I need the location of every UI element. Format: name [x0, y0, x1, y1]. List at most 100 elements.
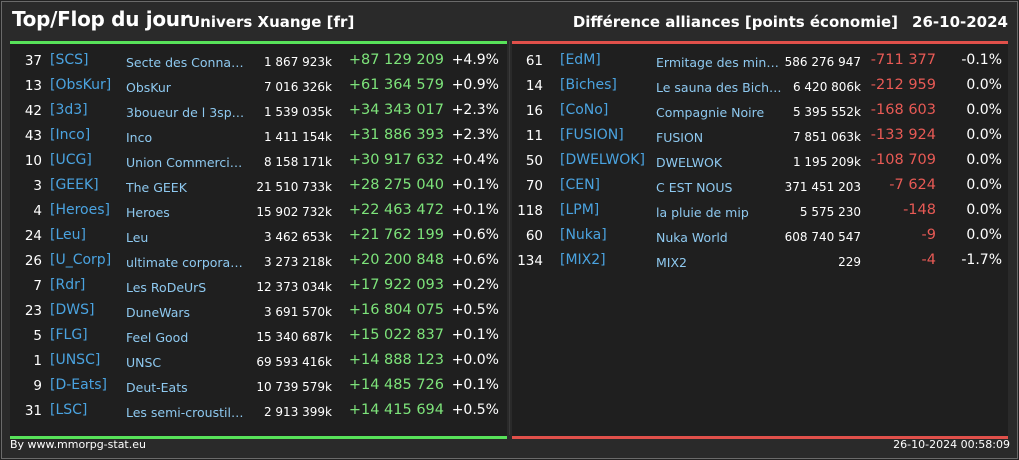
- alliance-name-link[interactable]: Union Commerciale...: [126, 155, 245, 170]
- header-date: 26-10-2024: [912, 13, 1008, 31]
- diff-cell: -711 377: [870, 52, 936, 68]
- rank-cell: 60: [525, 228, 543, 244]
- diff-cell: +30 917 632: [348, 152, 444, 168]
- alliance-tag-link[interactable]: [Leu]: [50, 227, 86, 243]
- alliance-name-link[interactable]: Leu: [126, 230, 149, 245]
- alliance-name-link[interactable]: Ermitage des miniers: [656, 55, 782, 70]
- alliance-name-link[interactable]: ObsKur: [126, 80, 171, 95]
- alliance-tag-link[interactable]: [CoNo]: [560, 102, 609, 118]
- alliance-tag-link[interactable]: [LSC]: [50, 402, 88, 418]
- percent-cell: +0.5%: [451, 402, 499, 418]
- points-cell: 1 195 209k: [792, 155, 861, 169]
- alliance-tag-link[interactable]: [SCS]: [50, 52, 89, 68]
- alliance-name-link[interactable]: The GEEK: [126, 180, 187, 195]
- alliance-tag-link[interactable]: [3d3]: [50, 102, 88, 118]
- alliance-tag-link[interactable]: [D-Eats]: [50, 377, 107, 393]
- rank-cell: 13: [24, 78, 42, 94]
- alliance-tag-link[interactable]: [ObsKur]: [50, 77, 112, 93]
- rank-cell: 61: [525, 53, 543, 69]
- alliance-tag-link[interactable]: [Heroes]: [50, 202, 110, 218]
- alliance-tag-link[interactable]: [MIX2]: [560, 252, 606, 268]
- alliance-tag-link[interactable]: [UCG]: [50, 152, 92, 168]
- diff-cell: -133 924: [870, 127, 936, 143]
- alliance-name-link[interactable]: C EST NOUS: [656, 180, 733, 195]
- alliance-name-link[interactable]: DuneWars: [126, 305, 191, 320]
- rank-cell: 4: [33, 203, 42, 219]
- alliance-name-link[interactable]: Nuka World: [656, 230, 728, 245]
- diff-cell: -4: [921, 252, 936, 268]
- flop-row: 50 [DWELWOK] DWELWOK 1 195 209k -108 709 0.0%: [512, 149, 1008, 174]
- alliance-name-link[interactable]: Heroes: [126, 205, 170, 220]
- alliance-name-link[interactable]: Secte des Connard...: [126, 55, 245, 70]
- diff-cell: +15 022 837: [348, 327, 444, 343]
- flop-row: 118 [LPM] la pluie de mip 5 575 230 -148 0.0%: [512, 199, 1008, 224]
- alliance-tag-link[interactable]: [LPM]: [560, 202, 600, 218]
- alliance-tag-link[interactable]: [FLG]: [50, 327, 88, 343]
- top-row: 9 [D-Eats] Deut-Eats 10 739 579k +14 485 726…: [10, 374, 507, 399]
- diff-cell: -212 959: [870, 77, 936, 93]
- percent-cell: -0.1%: [961, 52, 1002, 68]
- alliance-name-link[interactable]: 3boueur de l 3space: [126, 105, 245, 120]
- alliance-tag-link[interactable]: [DWELWOK]: [560, 152, 645, 168]
- percent-cell: -1.7%: [961, 252, 1002, 268]
- alliance-tag-link[interactable]: [U_Corp]: [50, 252, 112, 268]
- rank-cell: 7: [33, 278, 42, 294]
- alliance-tag-link[interactable]: [Biches]: [560, 77, 617, 93]
- alliance-name-link[interactable]: Les semi-croustilla...: [126, 405, 245, 420]
- points-cell: 3 273 218k: [263, 255, 332, 269]
- diff-cell: +20 200 848: [348, 252, 444, 268]
- percent-cell: +0.9%: [451, 77, 499, 93]
- alliance-name-link[interactable]: UNSC: [126, 355, 162, 370]
- rank-cell: 16: [525, 103, 543, 119]
- alliance-name-link[interactable]: Le sauna des Biches: [656, 80, 782, 95]
- percent-cell: 0.0%: [966, 227, 1002, 243]
- footer-timestamp: 26-10-2024 00:58:09: [893, 438, 1010, 451]
- rank-cell: 134: [517, 253, 543, 269]
- percent-cell: 0.0%: [966, 177, 1002, 193]
- rank-cell: 1: [33, 353, 42, 369]
- alliance-name-link[interactable]: Compagnie Noire: [656, 105, 765, 120]
- alliance-tag-link[interactable]: [FUSION]: [560, 127, 624, 143]
- alliance-tag-link[interactable]: [Inco]: [50, 127, 91, 143]
- alliance-name-link[interactable]: Deut-Eats: [126, 380, 188, 395]
- alliance-name-link[interactable]: ultimate corporation: [126, 255, 245, 270]
- top-panel: 37 [SCS] Secte des Connard... 1 867 923k +87…: [10, 41, 507, 439]
- diff-cell: +16 804 075: [348, 302, 444, 318]
- alliance-tag-link[interactable]: [UNSC]: [50, 352, 101, 368]
- alliance-tag-link[interactable]: [Nuka]: [560, 227, 607, 243]
- rank-cell: 14: [525, 78, 543, 94]
- flop-row: 70 [CEN] C EST NOUS 371 451 203 -7 624 0.0%: [512, 174, 1008, 199]
- percent-cell: +0.6%: [451, 252, 499, 268]
- alliance-name-link[interactable]: Inco: [126, 130, 153, 145]
- rank-cell: 10: [24, 153, 42, 169]
- top-row: 5 [FLG] Feel Good 15 340 687k +15 022 837 +0.…: [10, 324, 507, 349]
- percent-cell: +0.1%: [451, 377, 499, 393]
- points-cell: 3 691 570k: [263, 305, 332, 319]
- percent-cell: +0.1%: [451, 202, 499, 218]
- alliance-tag-link[interactable]: [EdM]: [560, 52, 601, 68]
- points-cell: 10 739 579k: [256, 380, 332, 394]
- percent-cell: +0.1%: [451, 177, 499, 193]
- diff-cell: -148: [903, 202, 936, 218]
- alliance-tag-link[interactable]: [Rdr]: [50, 277, 86, 293]
- rank-cell: 37: [24, 53, 42, 69]
- flop-row: 60 [Nuka] Nuka World 608 740 547 -9 0.0%: [512, 224, 1008, 249]
- points-cell: 69 593 416k: [256, 355, 332, 369]
- points-cell: 608 740 547: [784, 230, 861, 244]
- source-credit: By www.mmorpg-stat.eu: [10, 438, 146, 451]
- alliance-tag-link[interactable]: [DWS]: [50, 302, 95, 318]
- alliance-tag-link[interactable]: [GEEK]: [50, 177, 99, 193]
- percent-cell: +0.1%: [451, 327, 499, 343]
- alliance-tag-link[interactable]: [CEN]: [560, 177, 601, 193]
- percent-cell: 0.0%: [966, 152, 1002, 168]
- alliance-name-link[interactable]: DWELWOK: [656, 155, 723, 170]
- alliance-name-link[interactable]: la pluie de mip: [656, 205, 749, 220]
- points-cell: 1 867 923k: [263, 55, 332, 69]
- alliance-name-link[interactable]: Les RoDeUrS: [126, 280, 207, 295]
- rank-cell: 118: [517, 203, 543, 219]
- alliance-name-link[interactable]: MIX2: [656, 255, 687, 270]
- alliance-name-link[interactable]: Feel Good: [126, 330, 189, 345]
- alliance-name-link[interactable]: FUSION: [656, 130, 704, 145]
- points-cell: 371 451 203: [784, 180, 861, 194]
- diff-cell: +34 343 017: [348, 102, 444, 118]
